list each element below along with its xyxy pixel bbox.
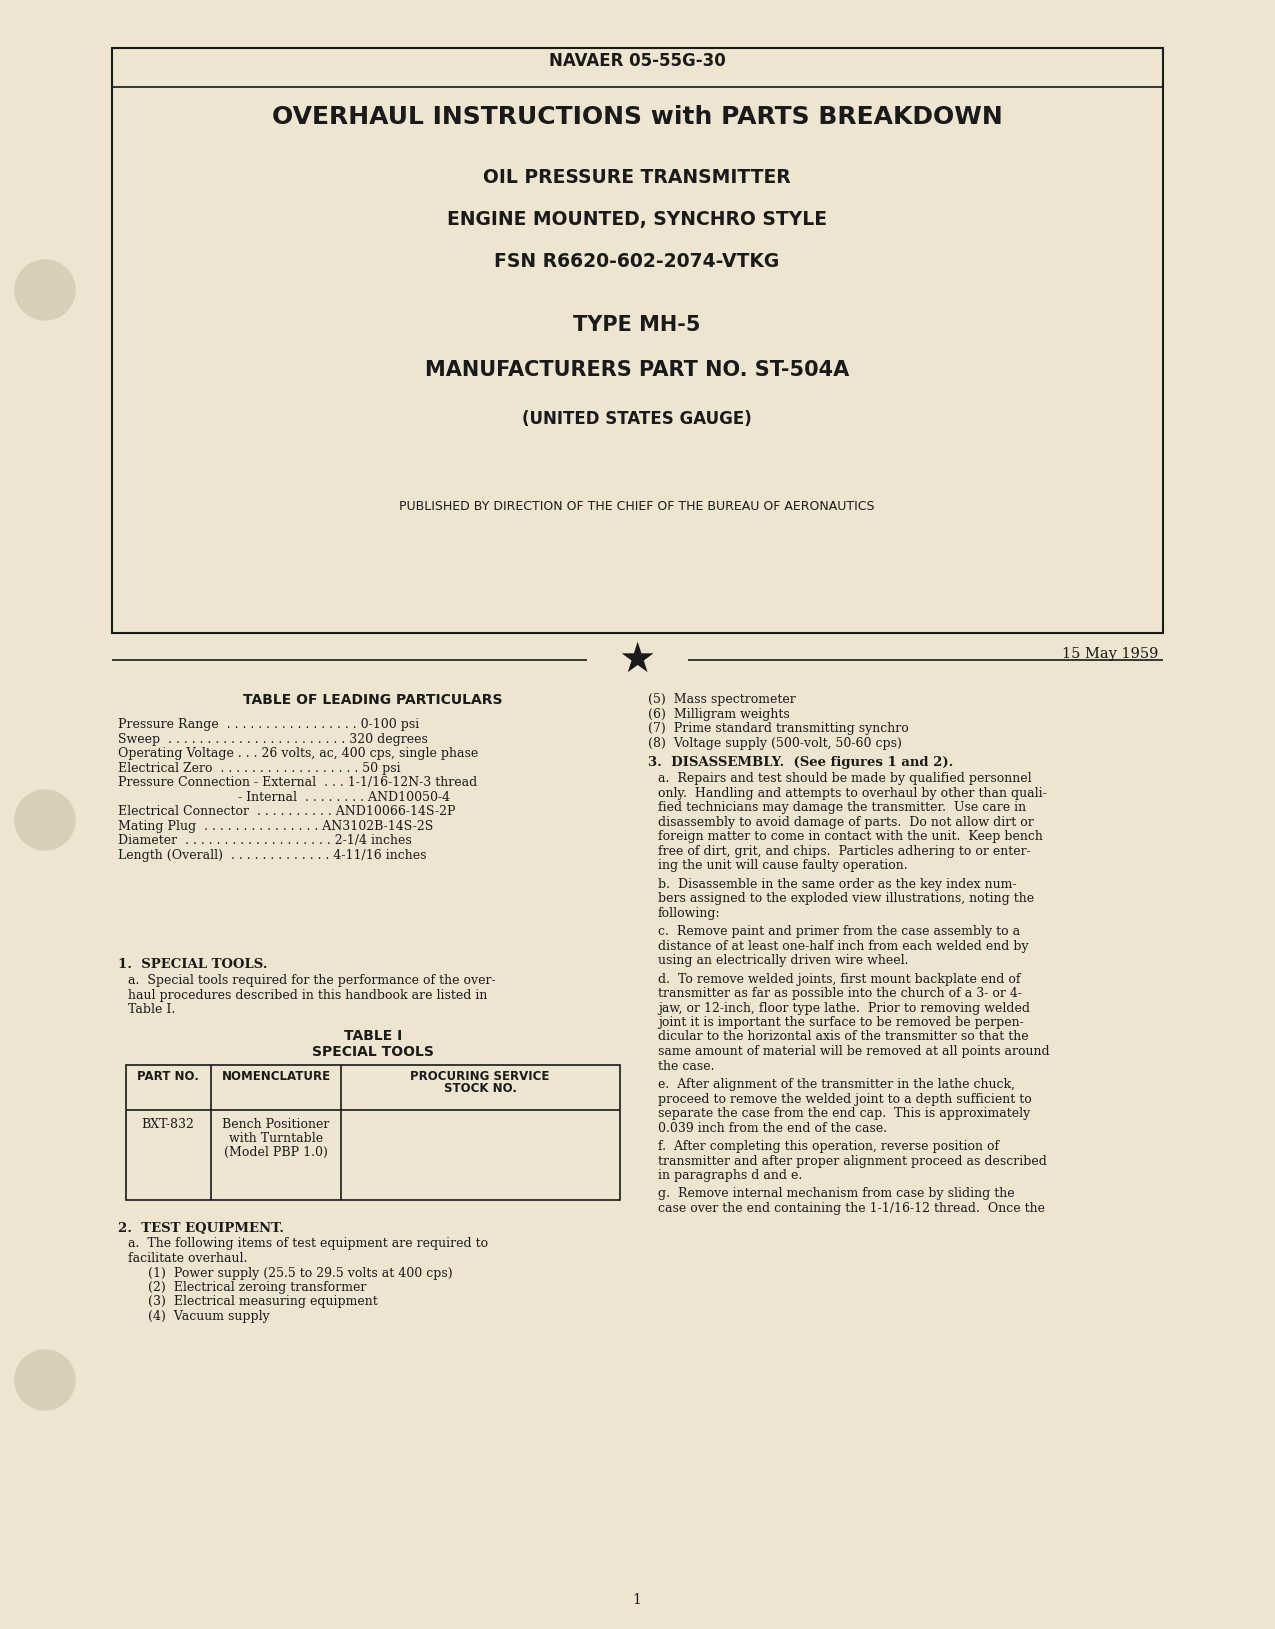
Text: haul procedures described in this handbook are listed in: haul procedures described in this handbo… xyxy=(128,989,487,1002)
Text: jaw, or 12-inch, floor type lathe.  Prior to removing welded: jaw, or 12-inch, floor type lathe. Prior… xyxy=(658,1002,1030,1015)
Text: Electrical Connector  . . . . . . . . . . AND10066-14S-2P: Electrical Connector . . . . . . . . . .… xyxy=(119,805,455,818)
Text: same amount of material will be removed at all points around: same amount of material will be removed … xyxy=(658,1044,1049,1057)
Text: (4)  Vacuum supply: (4) Vacuum supply xyxy=(148,1310,270,1323)
Text: (2)  Electrical zeroing transformer: (2) Electrical zeroing transformer xyxy=(148,1280,366,1293)
Text: foreign matter to come in contact with the unit.  Keep bench: foreign matter to come in contact with t… xyxy=(658,831,1043,842)
Text: Sweep  . . . . . . . . . . . . . . . . . . . . . . . 320 degrees: Sweep . . . . . . . . . . . . . . . . . … xyxy=(119,733,428,746)
Text: a.  Special tools required for the performance of the over-: a. Special tools required for the perfor… xyxy=(128,974,496,987)
Text: NAVAER 05-55G-30: NAVAER 05-55G-30 xyxy=(548,52,725,70)
Text: case over the end containing the 1-1/16-12 thread.  Once the: case over the end containing the 1-1/16-… xyxy=(658,1202,1046,1215)
Bar xyxy=(112,47,1163,634)
Text: - Internal  . . . . . . . . AND10050-4: - Internal . . . . . . . . AND10050-4 xyxy=(119,790,450,803)
Text: transmitter and after proper alignment proceed as described: transmitter and after proper alignment p… xyxy=(658,1155,1047,1168)
Text: following:: following: xyxy=(658,906,720,919)
Text: ★: ★ xyxy=(618,639,655,681)
Text: (1)  Power supply (25.5 to 29.5 volts at 400 cps): (1) Power supply (25.5 to 29.5 volts at … xyxy=(148,1266,453,1279)
Text: distance of at least one-half inch from each welded end by: distance of at least one-half inch from … xyxy=(658,940,1029,953)
Text: transmitter as far as possible into the church of a 3- or 4-: transmitter as far as possible into the … xyxy=(658,987,1023,1000)
Text: disassembly to avoid damage of parts.  Do not allow dirt or: disassembly to avoid damage of parts. Do… xyxy=(658,816,1034,829)
Text: dicular to the horizontal axis of the transmitter so that the: dicular to the horizontal axis of the tr… xyxy=(658,1031,1029,1044)
Text: 2.  TEST EQUIPMENT.: 2. TEST EQUIPMENT. xyxy=(119,1222,284,1235)
Text: c.  Remove paint and primer from the case assembly to a: c. Remove paint and primer from the case… xyxy=(658,925,1020,938)
Text: b.  Disassemble in the same order as the key index num-: b. Disassemble in the same order as the … xyxy=(658,878,1016,891)
Text: PUBLISHED BY DIRECTION OF THE CHIEF OF THE BUREAU OF AERONAUTICS: PUBLISHED BY DIRECTION OF THE CHIEF OF T… xyxy=(399,500,875,513)
Text: fied technicians may damage the transmitter.  Use care in: fied technicians may damage the transmit… xyxy=(658,801,1026,814)
Text: TYPE MH-5: TYPE MH-5 xyxy=(574,314,701,336)
Text: Length (Overall)  . . . . . . . . . . . . . 4-11/16 inches: Length (Overall) . . . . . . . . . . . .… xyxy=(119,849,427,862)
Text: (6)  Milligram weights: (6) Milligram weights xyxy=(648,707,789,720)
Text: FSN R6620-602-2074-VTKG: FSN R6620-602-2074-VTKG xyxy=(495,252,779,270)
Text: BXT-832: BXT-832 xyxy=(142,1117,194,1131)
Text: joint it is important the surface to be removed be perpen-: joint it is important the surface to be … xyxy=(658,1016,1024,1030)
Text: free of dirt, grit, and chips.  Particles adhering to or enter-: free of dirt, grit, and chips. Particles… xyxy=(658,844,1030,857)
Text: 0.039 inch from the end of the case.: 0.039 inch from the end of the case. xyxy=(658,1121,887,1134)
Text: 3.  DISASSEMBLY.  (See figures 1 and 2).: 3. DISASSEMBLY. (See figures 1 and 2). xyxy=(648,756,954,769)
Text: proceed to remove the welded joint to a depth sufficient to: proceed to remove the welded joint to a … xyxy=(658,1093,1031,1106)
Text: separate the case from the end cap.  This is approximately: separate the case from the end cap. This… xyxy=(658,1108,1030,1121)
Circle shape xyxy=(15,790,75,850)
Text: OIL PRESSURE TRANSMITTER: OIL PRESSURE TRANSMITTER xyxy=(483,168,790,187)
Text: Diameter  . . . . . . . . . . . . . . . . . . . 2-1/4 inches: Diameter . . . . . . . . . . . . . . . .… xyxy=(119,834,412,847)
Text: Mating Plug  . . . . . . . . . . . . . . . AN3102B-14S-2S: Mating Plug . . . . . . . . . . . . . . … xyxy=(119,819,434,832)
Text: (5)  Mass spectrometer: (5) Mass spectrometer xyxy=(648,692,796,705)
Text: (7)  Prime standard transmitting synchro: (7) Prime standard transmitting synchro xyxy=(648,722,909,735)
Text: SPECIAL TOOLS: SPECIAL TOOLS xyxy=(312,1046,434,1059)
Text: g.  Remove internal mechanism from case by sliding the: g. Remove internal mechanism from case b… xyxy=(658,1188,1015,1201)
Text: Pressure Connection - External  . . . 1-1/16-12N-3 thread: Pressure Connection - External . . . 1-1… xyxy=(119,775,477,788)
Text: Pressure Range  . . . . . . . . . . . . . . . . . 0-100 psi: Pressure Range . . . . . . . . . . . . .… xyxy=(119,718,419,731)
Text: ing the unit will cause faulty operation.: ing the unit will cause faulty operation… xyxy=(658,858,908,872)
Text: (8)  Voltage supply (500-volt, 50-60 cps): (8) Voltage supply (500-volt, 50-60 cps) xyxy=(648,736,901,749)
Text: 1: 1 xyxy=(632,1593,641,1606)
Text: (3)  Electrical measuring equipment: (3) Electrical measuring equipment xyxy=(148,1295,377,1308)
Text: PART NO.: PART NO. xyxy=(138,1070,199,1083)
Text: facilitate overhaul.: facilitate overhaul. xyxy=(128,1253,247,1266)
Circle shape xyxy=(15,261,75,319)
Text: Electrical Zero  . . . . . . . . . . . . . . . . . . 50 psi: Electrical Zero . . . . . . . . . . . . … xyxy=(119,761,400,774)
Text: (UNITED STATES GAUGE): (UNITED STATES GAUGE) xyxy=(523,411,752,428)
Text: MANUFACTURERS PART NO. ST-504A: MANUFACTURERS PART NO. ST-504A xyxy=(425,360,849,380)
Text: NOMENCLATURE: NOMENCLATURE xyxy=(222,1070,330,1083)
Text: Table I.: Table I. xyxy=(128,1003,175,1016)
Text: 1.  SPECIAL TOOLS.: 1. SPECIAL TOOLS. xyxy=(119,958,268,971)
Circle shape xyxy=(15,1350,75,1411)
Text: only.  Handling and attempts to overhaul by other than quali-: only. Handling and attempts to overhaul … xyxy=(658,787,1047,800)
Text: the case.: the case. xyxy=(658,1059,714,1072)
Text: STOCK NO.: STOCK NO. xyxy=(444,1083,516,1095)
Text: OVERHAUL INSTRUCTIONS with PARTS BREAKDOWN: OVERHAUL INSTRUCTIONS with PARTS BREAKDO… xyxy=(272,104,1002,129)
Text: ENGINE MOUNTED, SYNCHRO STYLE: ENGINE MOUNTED, SYNCHRO STYLE xyxy=(448,210,827,230)
Text: 15 May 1959: 15 May 1959 xyxy=(1062,647,1158,661)
Text: a.  Repairs and test should be made by qualified personnel: a. Repairs and test should be made by qu… xyxy=(658,772,1031,785)
Text: TABLE I: TABLE I xyxy=(344,1030,402,1044)
Text: (Model PBP 1.0): (Model PBP 1.0) xyxy=(224,1145,328,1158)
Text: Bench Positioner: Bench Positioner xyxy=(222,1117,330,1131)
Text: in paragraphs d and e.: in paragraphs d and e. xyxy=(658,1170,802,1183)
Text: using an electrically driven wire wheel.: using an electrically driven wire wheel. xyxy=(658,955,909,968)
Text: bers assigned to the exploded view illustrations, noting the: bers assigned to the exploded view illus… xyxy=(658,893,1034,906)
Text: PROCURING SERVICE: PROCURING SERVICE xyxy=(411,1070,550,1083)
Text: Operating Voltage . . . 26 volts, ac, 400 cps, single phase: Operating Voltage . . . 26 volts, ac, 40… xyxy=(119,748,478,761)
Text: e.  After alignment of the transmitter in the lathe chuck,: e. After alignment of the transmitter in… xyxy=(658,1078,1015,1091)
Text: f.  After completing this operation, reverse position of: f. After completing this operation, reve… xyxy=(658,1140,1000,1153)
Bar xyxy=(126,1064,620,1199)
Text: d.  To remove welded joints, first mount backplate end of: d. To remove welded joints, first mount … xyxy=(658,973,1020,986)
Text: TABLE OF LEADING PARTICULARS: TABLE OF LEADING PARTICULARS xyxy=(244,692,502,707)
Text: with Turntable: with Turntable xyxy=(230,1132,323,1145)
Text: a.  The following items of test equipment are required to: a. The following items of test equipment… xyxy=(128,1238,488,1251)
